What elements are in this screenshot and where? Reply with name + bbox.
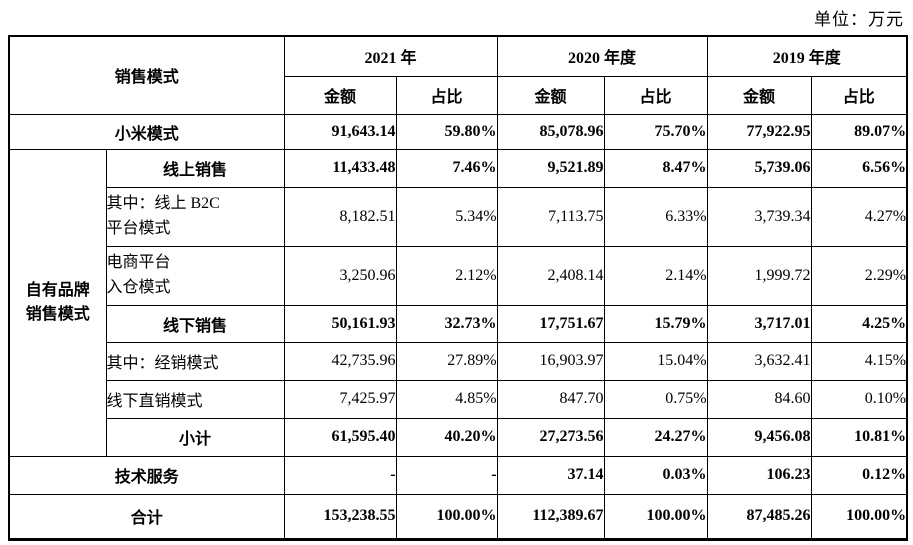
row-label: 小米模式 <box>8 113 285 150</box>
value-2020-amount: 16,903.97 <box>496 341 605 381</box>
row-label: 线下直销模式 <box>105 379 285 419</box>
value-2019-amount: 3,739.34 <box>706 186 812 247</box>
value-2019-amount: 87,485.26 <box>706 493 812 540</box>
value-2020-ratio: 100.00% <box>603 493 708 540</box>
value-2019-amount: 3,717.01 <box>706 304 812 343</box>
value-2019-ratio: 6.56% <box>810 148 908 188</box>
value-2019-amount: 3,632.41 <box>706 341 812 381</box>
header-amount-2019: 金额 <box>706 75 812 115</box>
row-technical-services: 技术服务 - - 37.14 0.03% 106.23 0.12% <box>8 455 908 495</box>
value-2020-amount: 112,389.67 <box>496 493 605 540</box>
value-2020-amount: 2,408.14 <box>496 245 605 306</box>
value-2020-amount: 27,273.56 <box>496 417 605 457</box>
value-2021-ratio: - <box>395 455 498 495</box>
value-2021-ratio: 5.34% <box>395 186 498 247</box>
header-amount-2020: 金额 <box>496 75 605 115</box>
value-2019-amount: 1,999.72 <box>706 245 812 306</box>
row-label: 小计 <box>105 417 285 457</box>
row-label: 线上销售 <box>105 148 285 188</box>
row-label: 合计 <box>8 493 285 540</box>
value-2020-ratio: 6.33% <box>603 186 708 247</box>
value-2020-ratio: 75.70% <box>603 113 708 150</box>
value-2021-amount: 61,595.40 <box>283 417 397 457</box>
value-2019-amount: 9,456.08 <box>706 417 812 457</box>
value-2020-amount: 37.14 <box>496 455 605 495</box>
row-label: 技术服务 <box>8 455 285 495</box>
row-label: 其中：经销模式 <box>105 341 285 381</box>
row-online-sales: 自有品牌 销售模式 线上销售 11,433.48 7.46% 9,521.89 … <box>8 148 908 457</box>
row-distribution-mode: 其中：经销模式 42,735.96 27.89% 16,903.97 15.04… <box>9 341 908 381</box>
header-ratio-2019: 占比 <box>810 75 908 115</box>
value-2019-amount: 84.60 <box>706 379 812 419</box>
value-2020-ratio: 0.03% <box>603 455 708 495</box>
header-year-2020: 2020 年度 <box>496 35 708 77</box>
value-2020-amount: 85,078.96 <box>496 113 605 150</box>
value-2021-ratio: 27.89% <box>395 341 498 381</box>
value-2021-ratio: 32.73% <box>395 304 498 343</box>
row-ecommerce-warehouse: 电商平台 入仓模式 3,250.96 2.12% 2,408.14 2.14% … <box>9 245 908 306</box>
value-2021-ratio: 2.12% <box>395 245 498 306</box>
value-2021-ratio: 40.20% <box>395 417 498 457</box>
row-label: 线下销售 <box>105 304 285 343</box>
unit-label: 单位：万元 <box>814 10 904 29</box>
row-total: 合计 153,238.55 100.00% 112,389.67 100.00%… <box>8 493 908 540</box>
value-2021-amount: 8,182.51 <box>283 186 397 247</box>
value-2020-amount: 17,751.67 <box>496 304 605 343</box>
value-2021-ratio: 7.46% <box>395 148 498 188</box>
value-2021-amount: 153,238.55 <box>283 493 397 540</box>
row-subtotal: 小计 61,595.40 40.20% 27,273.56 24.27% 9,4… <box>9 417 908 457</box>
value-2021-ratio: 4.85% <box>395 379 498 419</box>
value-2019-ratio: 0.12% <box>810 455 908 495</box>
value-2021-ratio: 100.00% <box>395 493 498 540</box>
row-label: 其中：线上 B2C 平台模式 <box>105 186 285 247</box>
value-2019-amount: 77,922.95 <box>706 113 812 150</box>
value-2020-ratio: 15.04% <box>603 341 708 381</box>
value-2019-ratio: 4.27% <box>810 186 908 247</box>
header-row-measures: 金额 占比 金额 占比 金额 占比 <box>9 75 908 115</box>
value-2020-ratio: 15.79% <box>603 304 708 343</box>
value-2019-ratio: 100.00% <box>810 493 908 540</box>
header-year-2019: 2019 年度 <box>706 35 908 77</box>
value-2021-amount: - <box>283 455 397 495</box>
value-2019-ratio: 4.15% <box>810 341 908 381</box>
value-2019-ratio: 2.29% <box>810 245 908 306</box>
value-2021-amount: 91,643.14 <box>283 113 397 150</box>
value-2020-ratio: 24.27% <box>603 417 708 457</box>
value-2021-amount: 7,425.97 <box>283 379 397 419</box>
value-2020-amount: 847.70 <box>496 379 605 419</box>
value-2019-ratio: 10.81% <box>810 417 908 457</box>
value-2021-amount: 50,161.93 <box>283 304 397 343</box>
value-2021-amount: 42,735.96 <box>283 341 397 381</box>
value-2020-ratio: 2.14% <box>603 245 708 306</box>
row-offline-direct-mode: 线下直销模式 7,425.97 4.85% 847.70 0.75% 84.60… <box>9 379 908 419</box>
value-2021-ratio: 59.80% <box>395 113 498 150</box>
group-label-own-brand: 自有品牌 销售模式 <box>8 148 107 457</box>
sales-mode-table: 销售模式 2021 年 2020 年度 2019 年度 金额 占比 金额 占比 … <box>8 35 909 541</box>
header-row-years: 销售模式 2021 年 2020 年度 2019 年度 <box>8 35 908 115</box>
value-2019-ratio: 4.25% <box>810 304 908 343</box>
value-2020-amount: 9,521.89 <box>496 148 605 188</box>
row-xiaomi-mode: 小米模式 91,643.14 59.80% 85,078.96 75.70% 7… <box>8 113 908 150</box>
value-2021-amount: 11,433.48 <box>283 148 397 188</box>
value-2020-amount: 7,113.75 <box>496 186 605 247</box>
header-amount-2021: 金额 <box>283 75 397 115</box>
header-ratio-2021: 占比 <box>395 75 498 115</box>
row-label: 电商平台 入仓模式 <box>105 245 285 306</box>
row-offline-sales: 线下销售 50,161.93 32.73% 17,751.67 15.79% 3… <box>9 304 908 343</box>
value-2021-amount: 3,250.96 <box>283 245 397 306</box>
value-2020-ratio: 0.75% <box>603 379 708 419</box>
row-online-b2c-platform: 其中：线上 B2C 平台模式 8,182.51 5.34% 7,113.75 6… <box>9 186 908 247</box>
header-sales-mode: 销售模式 <box>8 35 285 115</box>
value-2019-amount: 5,739.06 <box>706 148 812 188</box>
value-2019-ratio: 0.10% <box>810 379 908 419</box>
value-2019-ratio: 89.07% <box>810 113 908 150</box>
header-year-2021: 2021 年 <box>283 35 498 77</box>
header-ratio-2020: 占比 <box>603 75 708 115</box>
value-2019-amount: 106.23 <box>706 455 812 495</box>
value-2020-ratio: 8.47% <box>603 148 708 188</box>
